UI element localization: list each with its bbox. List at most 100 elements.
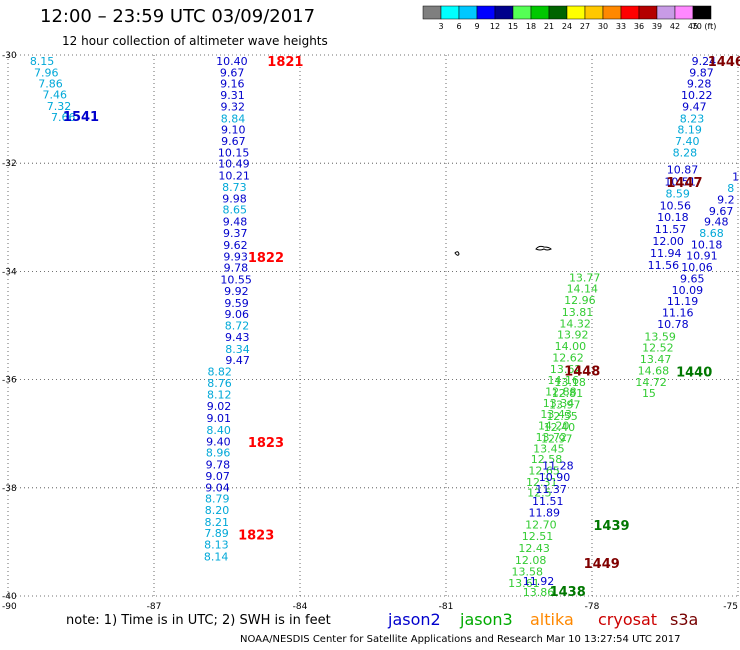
colorbar-swatch — [656, 5, 676, 20]
swh-value-label: 14.72 — [635, 376, 667, 389]
colorbar-swatch — [548, 5, 568, 20]
pass-time-label: 1448 — [564, 364, 600, 379]
swh-value-label: 13.59 — [644, 330, 676, 343]
swh-value-label: 11.57 — [655, 223, 687, 236]
swh-value-label: 10.56 — [660, 199, 692, 212]
lon-tick-label: -78 — [585, 602, 600, 612]
swh-value-label: 7.32 — [47, 100, 72, 113]
swh-value-label: 8.19 — [677, 124, 702, 137]
pass-time-label: 1541 — [63, 110, 99, 125]
swh-value-label: 9.10 — [221, 124, 246, 137]
lat-tick-label: -38 — [2, 484, 17, 494]
colorbar-swatch — [494, 5, 514, 20]
swh-value-label: 12.40 — [544, 421, 576, 434]
swh-value-label: 13.45 — [533, 442, 565, 455]
swh-value-label: 7.46 — [43, 88, 68, 101]
swh-value-label: 9.07 — [205, 470, 230, 483]
swh-value-label: 10.21 — [218, 170, 250, 183]
swh-value-label: 8.68 — [699, 227, 724, 240]
colorbar-tick-label: 3 — [438, 22, 443, 31]
island-shape — [535, 245, 552, 251]
colorbar-swatch — [638, 5, 658, 20]
colorbar-tick-label: 30 — [598, 22, 608, 31]
swh-value-label: 9.16 — [220, 78, 245, 91]
swh-value-label: 11.51 — [532, 495, 564, 508]
swh-value-label: 8.12 — [207, 389, 232, 402]
swh-value-label: 13.34 — [543, 397, 575, 410]
swh-value-label: 12.43 — [518, 542, 550, 555]
swh-value-label: 11.92 — [523, 575, 555, 588]
island-shape — [454, 251, 460, 256]
swh-value-label: 13.47 — [640, 353, 672, 366]
swh-value-label: 9.37 — [223, 227, 248, 240]
swh-value-label: 9.65 — [680, 272, 705, 285]
swh-value-label: 11.94 — [650, 247, 682, 260]
swh-value-label: 9.24 — [692, 55, 717, 68]
swh-value-label: 9.62 — [223, 239, 248, 252]
colorbar-swatch — [674, 5, 694, 20]
swh-value-label: 8.82 — [207, 365, 232, 378]
swh-value-label: 10.09 — [672, 284, 704, 297]
note-text: note: 1) Time is in UTC; 2) SWH is in fe… — [66, 613, 331, 628]
swh-value-label: 7.66 — [51, 111, 76, 124]
lon-tick-label: -81 — [439, 602, 454, 612]
swh-value-label: 10.55 — [220, 274, 252, 287]
lon-tick-label: -75 — [723, 602, 738, 612]
swh-value-label: 12.55 — [546, 410, 578, 423]
swh-value-label: 7.96 — [34, 66, 59, 79]
colorbar-tick-label: 15 — [508, 22, 518, 31]
swh-value-label: 10.90 — [539, 471, 571, 484]
swh-value-label: 8.76 — [207, 377, 232, 390]
swh-value-label: 9.48 — [704, 216, 729, 229]
colorbar-swatch — [422, 5, 442, 20]
lat-tick-label: -40 — [2, 592, 17, 602]
swh-value-label: 12.51 — [522, 530, 554, 543]
swh-value-label: 13.62 — [550, 363, 582, 376]
swh-value-label: 8.21 — [205, 516, 230, 529]
swh-value-label: 8.34 — [225, 343, 250, 356]
swh-value-label: 9.67 — [709, 205, 734, 218]
swh-value-label: 9.59 — [224, 297, 249, 310]
swh-value-label: 8.65 — [223, 204, 248, 217]
swh-value-label: 11.89 — [529, 507, 561, 520]
lon-tick-label: -90 — [2, 602, 17, 612]
colorbar-tick-label: 6 — [456, 22, 461, 31]
swh-value-label: 13.81 — [562, 306, 594, 319]
swh-value-label: 13.92 — [557, 329, 589, 342]
swh-value-label: 14.32 — [559, 317, 591, 330]
colorbar-tick-label: 12 — [490, 22, 500, 31]
colorbar-tick-label: 9 — [474, 22, 479, 31]
colorbar-tick-label: 18 — [526, 22, 536, 31]
pass-time-label: 1822 — [248, 251, 284, 266]
swh-value-label: 9.43 — [225, 331, 250, 344]
swh-value-label: 12.88 — [545, 386, 577, 399]
colorbar-tick-label: 24 — [562, 22, 572, 31]
colorbar-swatch — [602, 5, 622, 20]
swh-value-label: 12.81 — [552, 387, 584, 400]
swh-value-label: 9.87 — [689, 66, 714, 79]
swh-value-label: 8.13 — [204, 539, 229, 552]
pass-time-label: 1446 — [708, 55, 740, 70]
page-title: 12:00 – 23:59 UTC 03/09/2017 — [40, 6, 316, 27]
swh-value-label: 10.87 — [667, 164, 699, 177]
colorbar-swatch — [530, 5, 550, 20]
swh-value-label: 12.5 — [527, 487, 552, 500]
swh-value-label: 9.31 — [220, 89, 245, 102]
swh-value-label: 12.65 — [528, 464, 560, 477]
page-subtitle: 12 hour collection of altimeter wave hei… — [62, 34, 328, 48]
lat-tick-label: -34 — [2, 267, 17, 277]
colorbar-tick-label: 21 — [544, 22, 554, 31]
swh-value-label: 13.97 — [549, 398, 581, 411]
swh-value-label: 10.40 — [216, 55, 248, 68]
swh-value-label: 8.15 — [30, 55, 55, 68]
swh-value-label: 9.06 — [225, 308, 250, 321]
swh-value-label: 9.92 — [224, 285, 249, 298]
lat-tick-label: -32 — [2, 159, 17, 169]
legend-s3a: s3a — [670, 610, 699, 629]
swh-value-label: 10.49 — [218, 158, 250, 171]
colorbar-tick-label: 45 — [688, 22, 698, 31]
swh-value-label: 8.73 — [222, 181, 247, 194]
swh-value-label: 9.04 — [205, 481, 230, 494]
map-grid — [7, 54, 739, 597]
